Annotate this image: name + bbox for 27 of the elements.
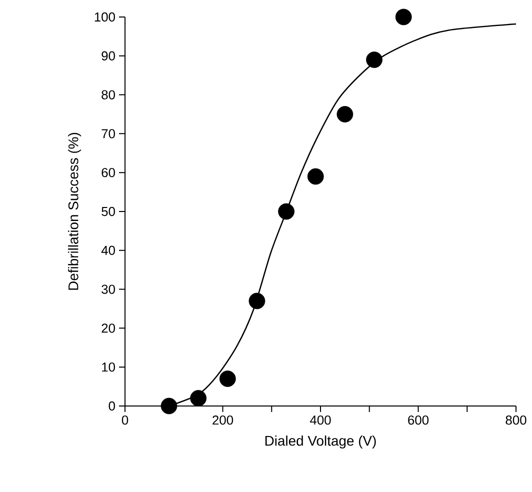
y-tick-label: 20 [102, 324, 115, 333]
y-tick-label: 40 [101, 246, 115, 255]
x-tick-label: 600 [408, 416, 429, 425]
y-tick-label: 90 [102, 51, 115, 60]
point [190, 390, 207, 406]
x-tick-label: 800 [506, 416, 526, 425]
x-tick-label: 0 [122, 416, 128, 425]
y-tick-label: 60 [102, 168, 115, 178]
point [248, 292, 266, 310]
y-tick-label: 50 [102, 206, 115, 216]
y-tick-label: 70 [102, 129, 115, 138]
point [219, 370, 236, 387]
point [160, 398, 178, 414]
y-tick-label: 10 [102, 362, 115, 372]
y-axis-title: Defibrillation Success (%) [68, 132, 82, 290]
y-tick-label: 80 [102, 90, 115, 100]
x-tick-label: 400 [310, 416, 331, 425]
point [336, 106, 354, 122]
point [307, 168, 324, 185]
y-tick-label: 0 [108, 401, 115, 411]
point [278, 203, 294, 220]
point [366, 52, 382, 68]
x-tick-label: 200 [212, 416, 234, 425]
y-tick-label: 30 [102, 284, 115, 294]
x-axis-title: Dialed Voltage (V) [265, 436, 376, 449]
y-tick-label: 100 [94, 12, 115, 22]
point [395, 8, 412, 26]
